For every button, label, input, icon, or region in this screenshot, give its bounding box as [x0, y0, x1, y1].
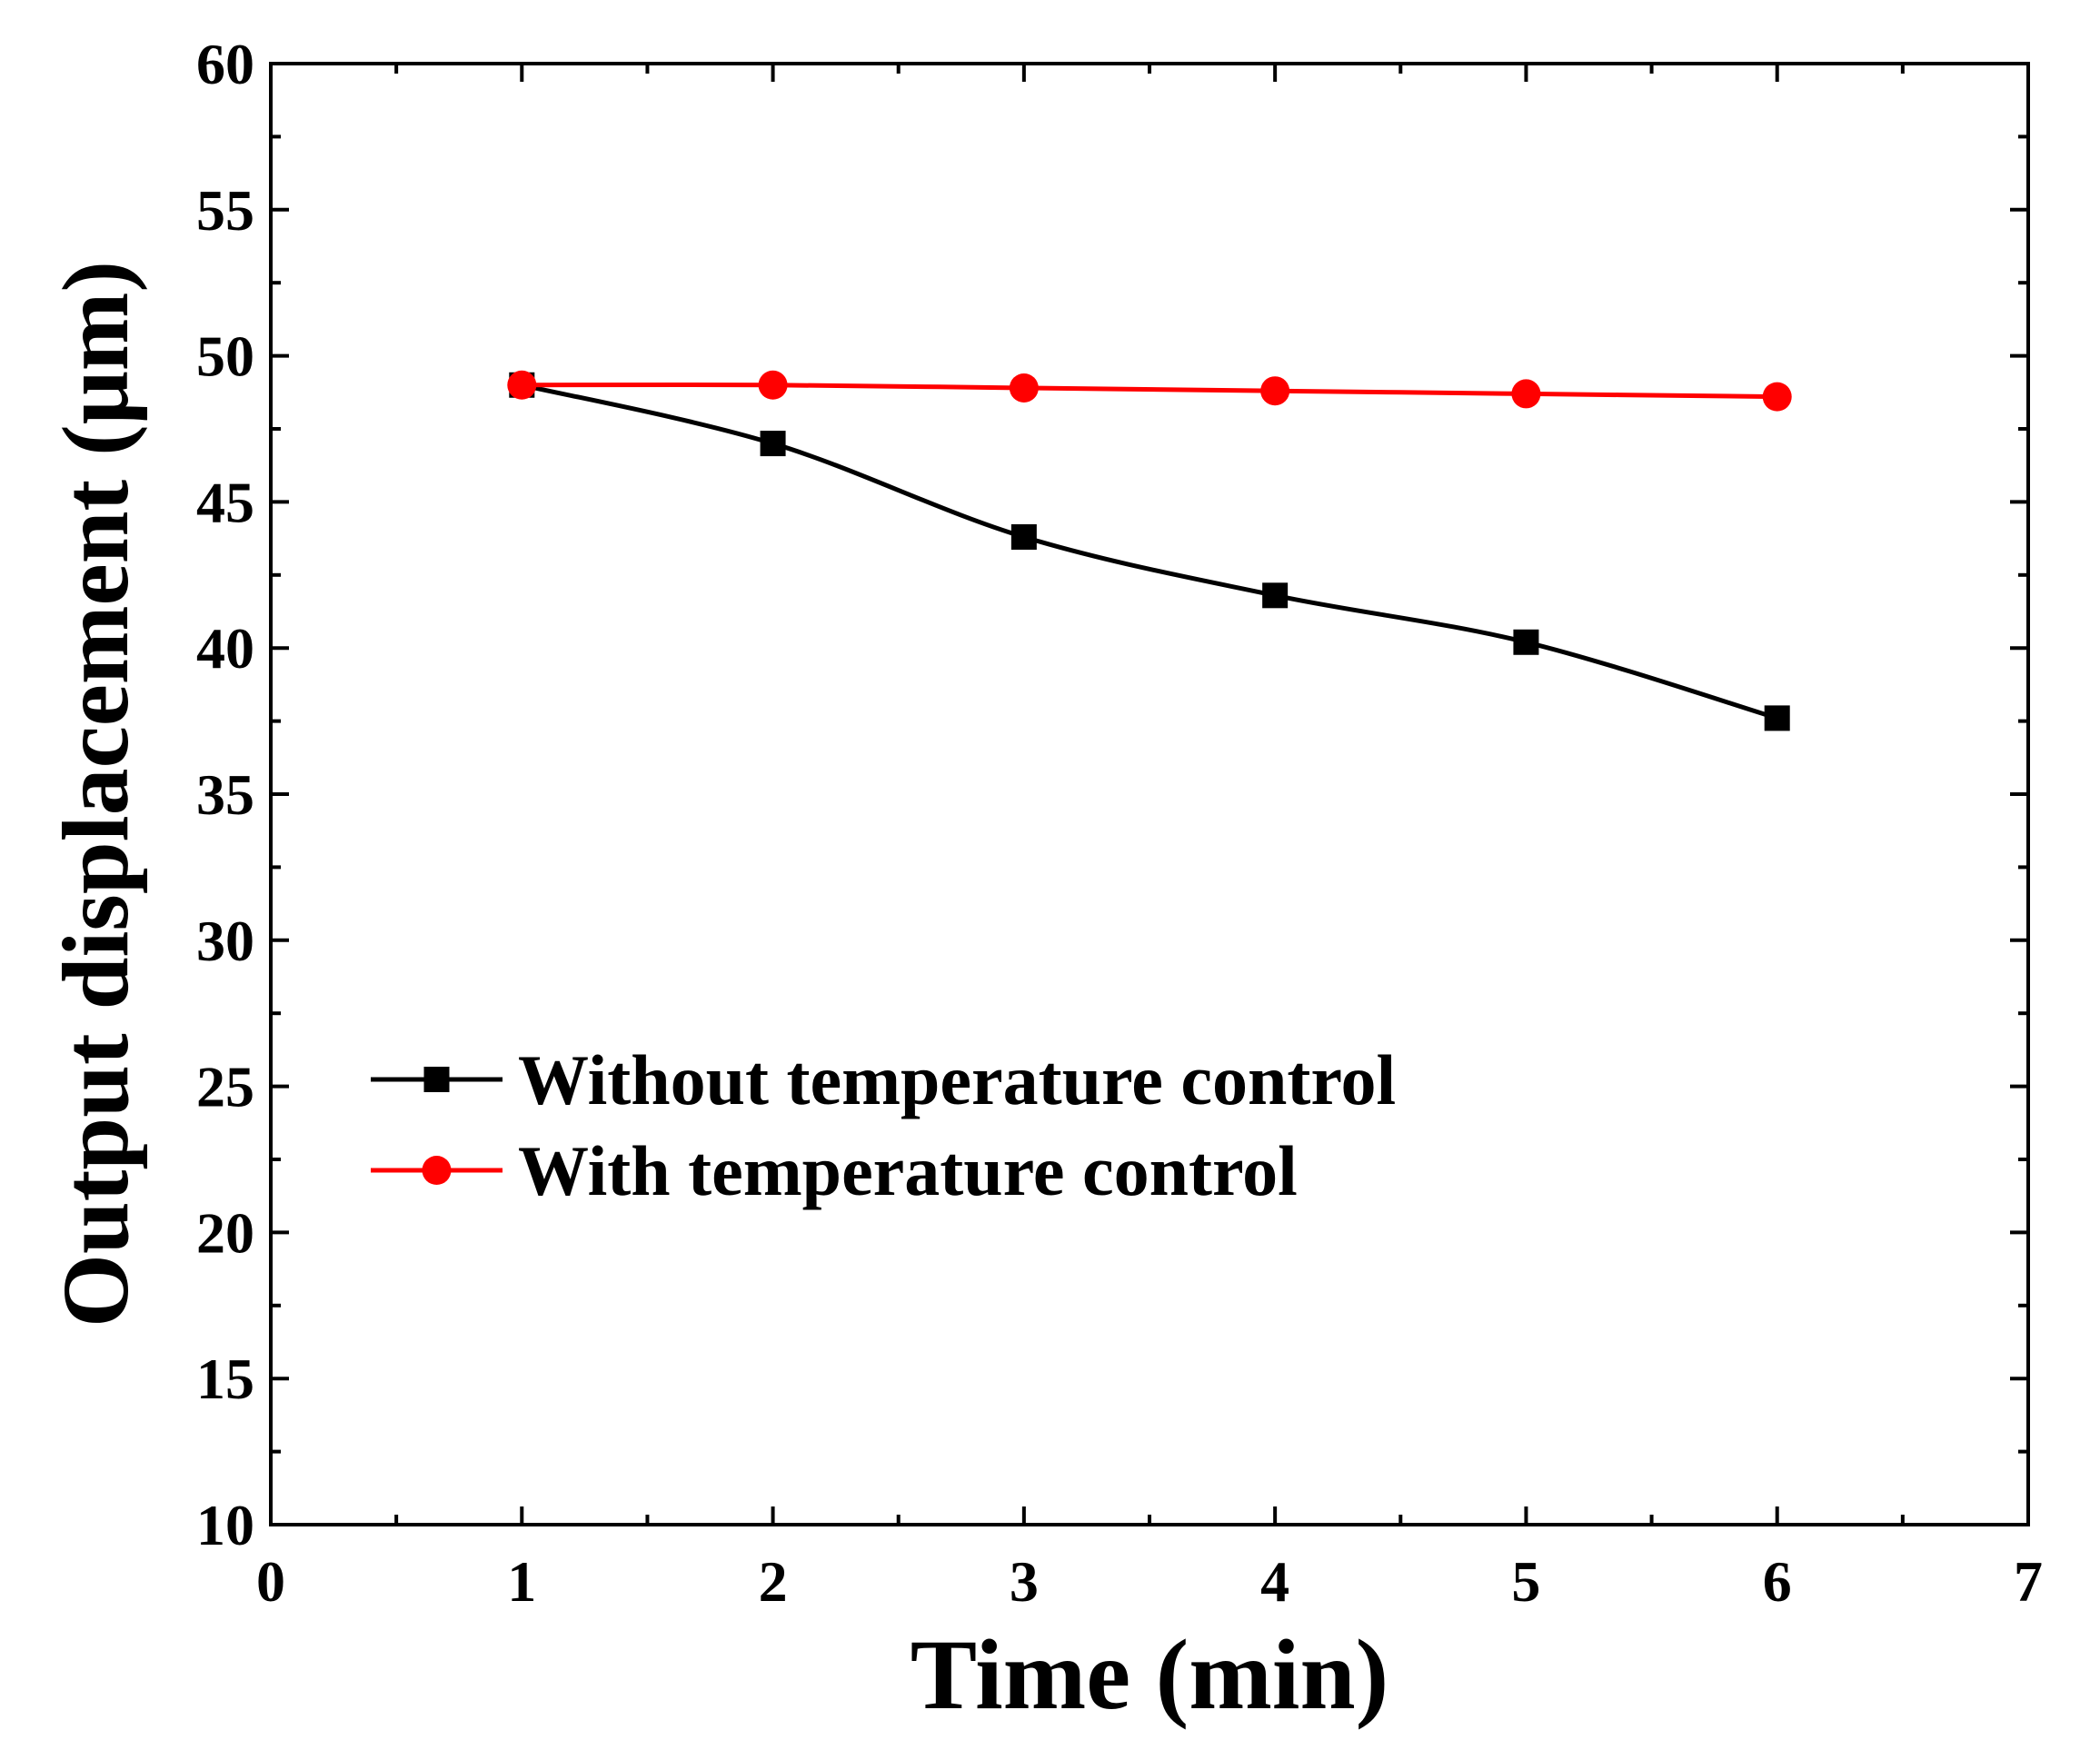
x-tick-label: 0	[256, 1549, 285, 1614]
y-tick-label: 30	[196, 909, 254, 973]
y-tick-label: 10	[196, 1493, 254, 1557]
x-tick-label: 4	[1260, 1549, 1289, 1614]
y-tick-label: 40	[196, 616, 254, 681]
y-tick-label: 20	[196, 1200, 254, 1265]
data-point	[507, 370, 537, 400]
y-tick-label: 50	[196, 324, 254, 389]
x-tick-label: 3	[1010, 1549, 1039, 1614]
legend-label: With temperature control	[518, 1131, 1298, 1210]
legend: Without temperature control With temperat…	[371, 1040, 1396, 1210]
legend-item: With temperature control	[371, 1131, 1298, 1210]
data-point	[760, 431, 786, 457]
y-tick-label: 35	[196, 762, 254, 827]
data-point	[1764, 705, 1790, 731]
legend-item: Without temperature control	[371, 1040, 1396, 1119]
series-layer	[507, 370, 1792, 731]
legend-label: Without temperature control	[518, 1040, 1396, 1119]
data-point	[1009, 373, 1039, 403]
data-point	[1260, 376, 1290, 406]
x-tick-label: 7	[2014, 1549, 2043, 1614]
series-with-temperature-control	[507, 370, 1792, 412]
y-tick-label: 60	[196, 32, 254, 96]
x-tick-label: 6	[1763, 1549, 1792, 1614]
data-point	[1511, 379, 1541, 409]
series-line	[522, 383, 1777, 400]
data-point	[1513, 629, 1539, 655]
y-tick-label: 15	[196, 1347, 254, 1411]
legend-marker	[422, 1156, 452, 1185]
y-axis-title: Output displacement (μm)	[44, 261, 148, 1327]
data-point	[1262, 582, 1289, 609]
data-point	[1010, 523, 1037, 550]
series-line	[521, 383, 1778, 721]
legend-marker	[423, 1067, 450, 1092]
y-tick-label: 25	[196, 1055, 254, 1119]
data-point	[1762, 382, 1792, 412]
data-point	[758, 370, 788, 400]
y-tick-label: 45	[196, 470, 254, 534]
series-without-temperature-control	[509, 372, 1790, 731]
x-tick-label: 2	[759, 1549, 788, 1614]
x-tick-label: 1	[507, 1549, 536, 1614]
x-axis-title: Time (min)	[911, 1619, 1389, 1730]
y-tick-label: 55	[196, 178, 254, 243]
plot-frame	[269, 62, 2030, 1526]
x-tick-label: 5	[1511, 1549, 1540, 1614]
